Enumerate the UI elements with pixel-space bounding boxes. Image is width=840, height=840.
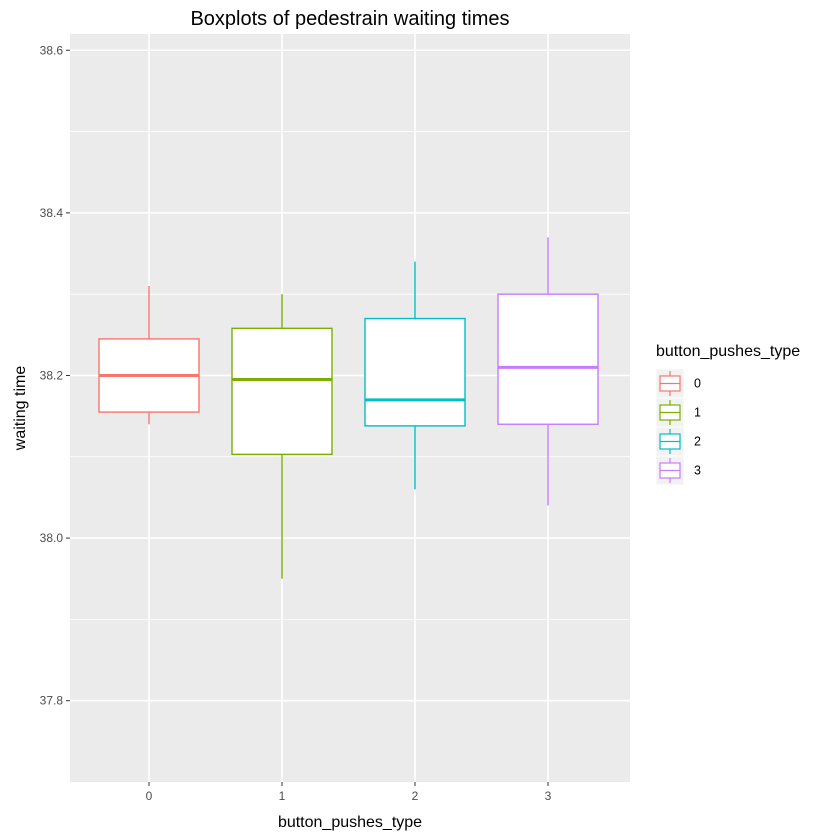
x-axis: 0 1 2 3 [146,782,552,803]
y-tick-label: 38.2 [40,368,64,382]
legend-label: 1 [694,406,701,420]
box-iqr [497,293,599,425]
legend-item-1: 1 [655,397,701,428]
legend-item-0: 0 [655,368,701,399]
x-tick-label: 3 [545,789,552,803]
box-2 [364,261,466,490]
y-tick-label: 38.6 [40,43,64,57]
legend-title: button_pushes_type [656,343,800,360]
x-tick-label: 1 [279,789,286,803]
box-3 [497,237,599,506]
y-tick-label: 37.8 [40,694,64,708]
legend-item-3: 3 [655,455,701,486]
legend-label: 2 [694,435,701,449]
box-iqr [364,317,466,427]
box-iqr [231,327,333,456]
legend-items: 0 1 2 3 [655,368,701,486]
y-axis-label: waiting time [12,366,29,452]
legend: button_pushes_type 0 1 2 3 [655,343,800,486]
y-axis: 37.8 38.0 38.2 38.4 38.6 [40,43,70,708]
legend-label: 0 [694,377,701,391]
boxes [98,237,599,579]
box-1 [231,294,333,579]
x-axis-label: button_pushes_type [278,814,422,831]
chart-title: Boxplots of pedestrain waiting times [190,8,509,30]
y-tick-label: 38.0 [40,531,64,545]
x-tick-label: 2 [412,789,419,803]
y-tick-label: 38.4 [40,206,64,220]
legend-label: 3 [694,464,701,478]
legend-item-2: 2 [655,426,701,457]
x-tick-label: 0 [146,789,153,803]
box-0 [98,286,200,425]
